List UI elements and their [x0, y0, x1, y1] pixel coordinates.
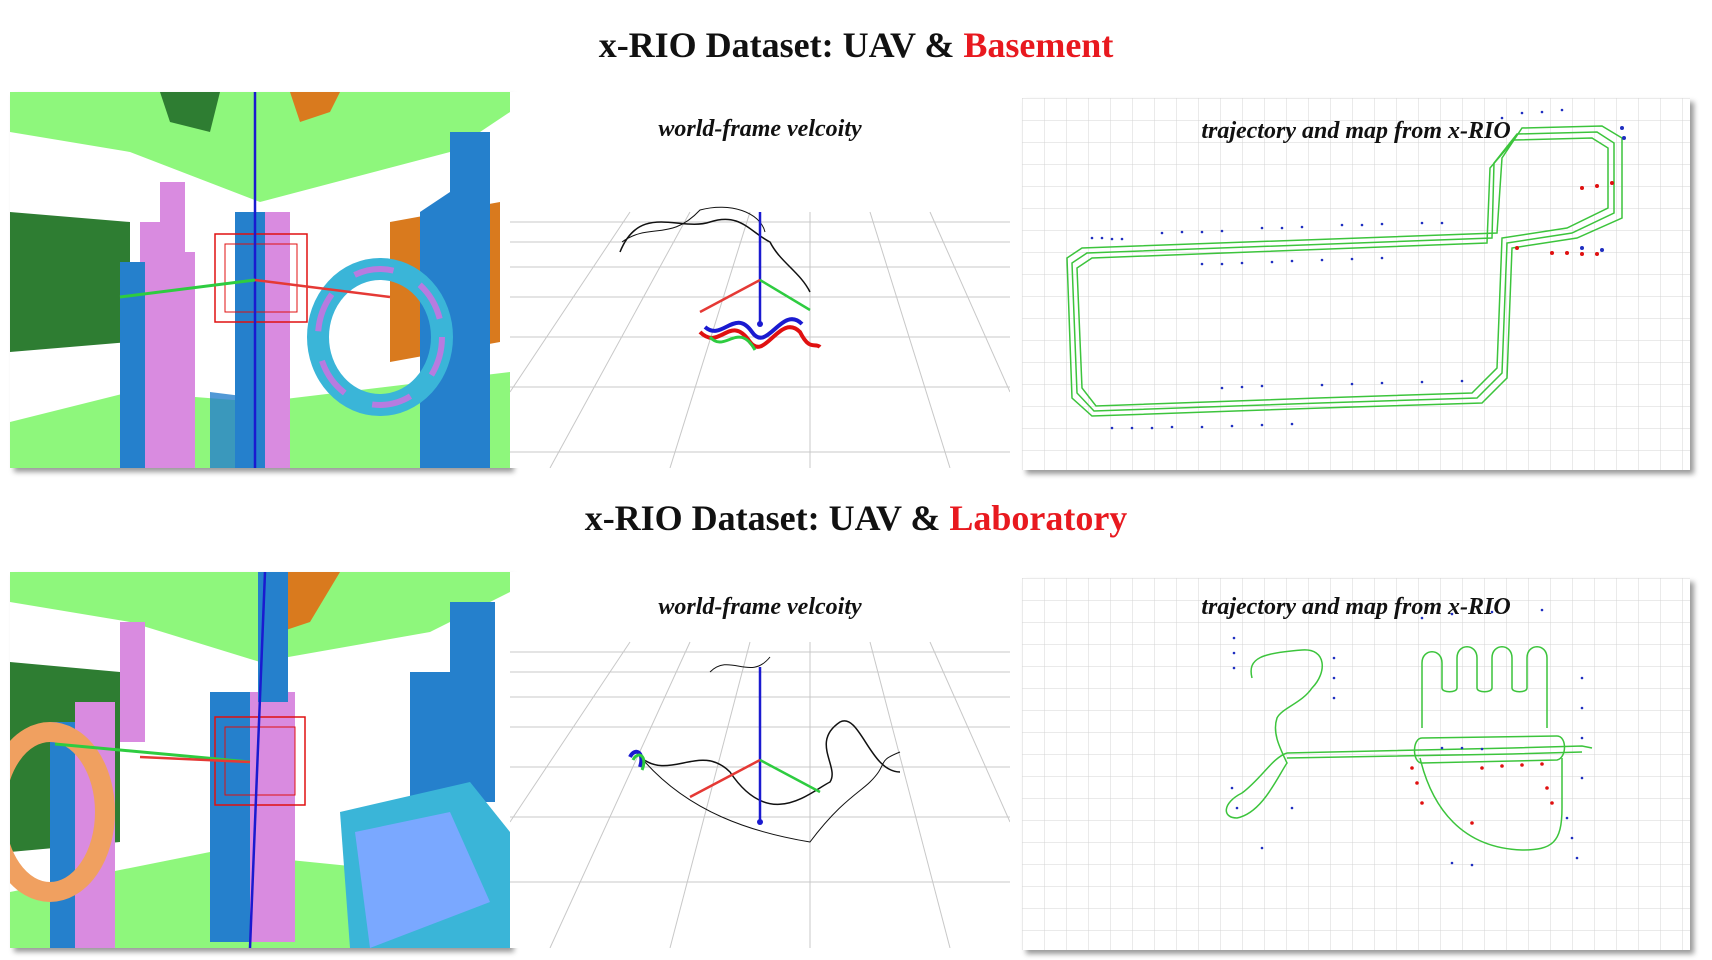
title-highlight: Laboratory [949, 498, 1128, 538]
title-highlight: Basement [963, 25, 1114, 65]
map-caption: trajectory and map from x-RIO [1201, 118, 1511, 144]
simulation-scene [10, 572, 510, 948]
simulation-view-laboratory [10, 572, 510, 948]
velocity-plot [510, 641, 1010, 948]
map-caption: trajectory and map from x-RIO [1201, 594, 1511, 620]
velocity-caption: world-frame velcoity [658, 116, 862, 142]
velocity-caption: world-frame velcoity [658, 594, 862, 620]
velocity-plot [510, 206, 1010, 468]
velocity-view-laboratory: world-frame velcoity [510, 572, 1010, 948]
trajectory-map [1022, 578, 1690, 950]
simulation-view-basement [10, 92, 510, 468]
title-prefix: x-RIO Dataset: UAV & [598, 25, 964, 65]
trajectory-map [1022, 98, 1690, 470]
title-prefix: x-RIO Dataset: UAV & [584, 498, 950, 538]
section-title-basement: x-RIO Dataset: UAV & Basement [0, 24, 1712, 66]
map-view-basement: trajectory and map from x-RIO [1022, 98, 1690, 470]
section-title-laboratory: x-RIO Dataset: UAV & Laboratory [0, 497, 1712, 539]
map-view-laboratory: trajectory and map from x-RIO [1022, 578, 1690, 950]
simulation-scene [10, 92, 510, 468]
velocity-view-basement: world-frame velcoity [510, 92, 1010, 468]
